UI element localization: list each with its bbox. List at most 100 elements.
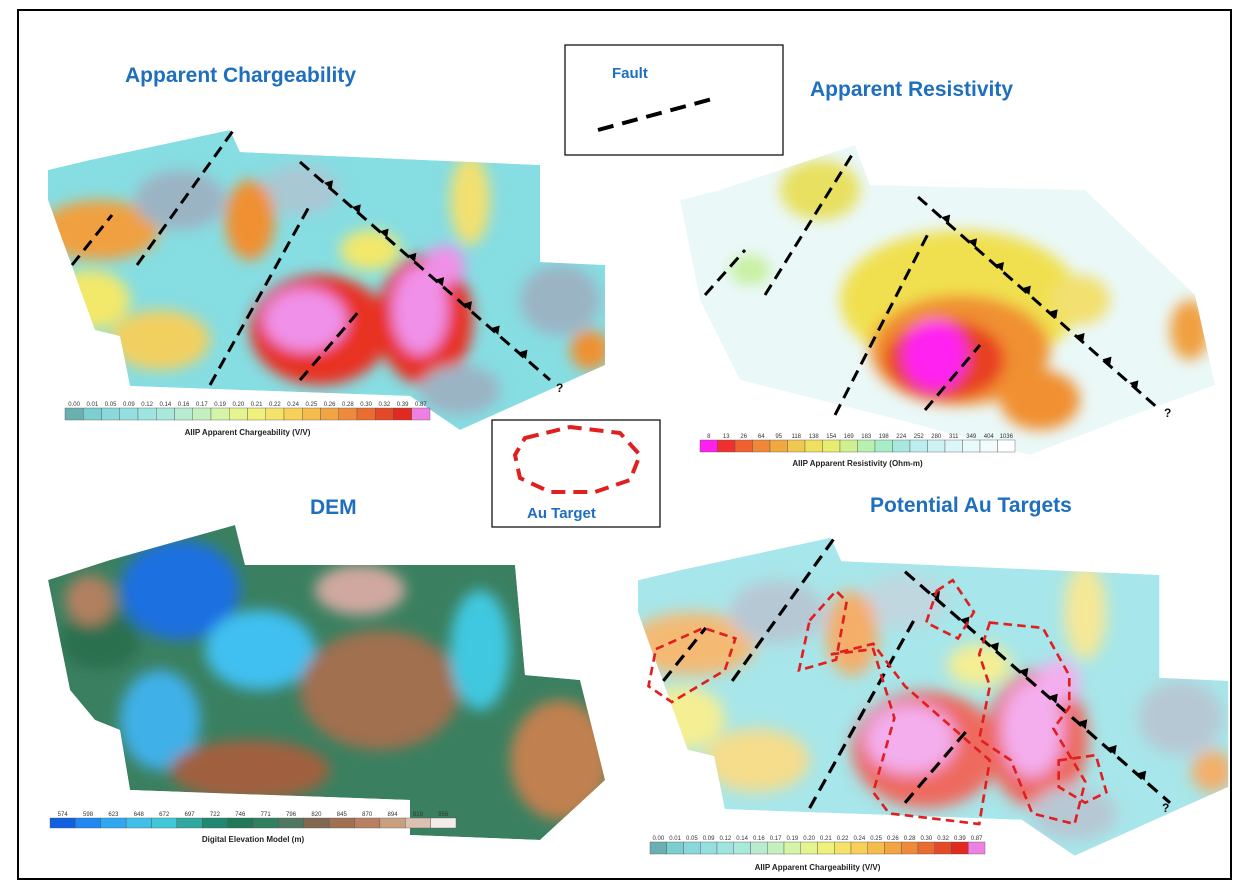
color-swatch bbox=[65, 408, 83, 420]
colorbar-tick-label: 0.17 bbox=[196, 402, 208, 408]
colorbar-tick-label: 820 bbox=[311, 812, 322, 818]
anomaly bbox=[450, 590, 510, 710]
colorbar-tick-label: 0.00 bbox=[653, 836, 665, 842]
colorbar-tick-label: 95 bbox=[775, 434, 782, 440]
colorbar-tick-label: 0.32 bbox=[937, 836, 949, 842]
color-swatch bbox=[998, 440, 1016, 452]
colorbar-tick-label: 648 bbox=[134, 812, 145, 818]
panel-title: Apparent Chargeability bbox=[125, 64, 356, 87]
colorbar-label: AIIP Apparent Resistivity (Ohm-m) bbox=[792, 459, 923, 468]
colorbar-tick-label: 0.24 bbox=[854, 836, 866, 842]
color-swatch bbox=[357, 408, 375, 420]
colorbar-tick-label: 746 bbox=[235, 812, 246, 818]
colorbar-tick-label: 0.39 bbox=[397, 402, 409, 408]
fault-end-label: ? bbox=[556, 381, 563, 395]
colorbar-tick-label: 0.21 bbox=[251, 402, 263, 408]
color-swatch bbox=[83, 408, 101, 420]
color-swatch bbox=[700, 440, 718, 452]
color-swatch bbox=[801, 842, 818, 854]
color-swatch bbox=[321, 408, 339, 420]
color-swatch bbox=[284, 408, 302, 420]
colorbar-tick-label: 0.22 bbox=[837, 836, 849, 842]
colorbar-tick-label: 0.28 bbox=[342, 402, 354, 408]
color-swatch bbox=[875, 440, 893, 452]
colorbar-tick-label: 697 bbox=[185, 812, 196, 818]
color-swatch bbox=[175, 408, 193, 420]
au-legend: Au Target bbox=[492, 420, 660, 527]
colorbar-tick-label: 0.16 bbox=[753, 836, 765, 842]
colorbar-tick-label: 0.01 bbox=[87, 402, 99, 408]
panel-title: DEM bbox=[310, 496, 357, 519]
colorbar-tick-label: 138 bbox=[809, 434, 820, 440]
color-swatch bbox=[278, 818, 303, 828]
colorbar-tick-label: 0.26 bbox=[887, 836, 899, 842]
colorbar-tick-label: 0.01 bbox=[669, 836, 681, 842]
color-swatch bbox=[885, 842, 902, 854]
color-swatch bbox=[138, 408, 156, 420]
fault-legend: Fault bbox=[565, 45, 783, 155]
color-swatch bbox=[858, 440, 876, 452]
color-swatch bbox=[152, 818, 177, 828]
color-swatch bbox=[248, 408, 266, 420]
colorbar-tick-label: 224 bbox=[896, 434, 907, 440]
anomaly bbox=[1138, 681, 1223, 755]
colorbar-tick-label: 574 bbox=[58, 812, 69, 818]
color-swatch bbox=[767, 842, 784, 854]
colorbar-tick-label: 0.12 bbox=[141, 402, 153, 408]
anomaly bbox=[225, 180, 275, 260]
color-swatch bbox=[753, 440, 771, 452]
color-swatch bbox=[868, 842, 885, 854]
colorbar-tick-label: 13 bbox=[723, 434, 730, 440]
fault-end-label: ? bbox=[1164, 406, 1171, 420]
color-swatch bbox=[339, 408, 357, 420]
color-swatch bbox=[805, 440, 823, 452]
colorbar-label: Digital Elevation Model (m) bbox=[202, 835, 305, 844]
colorbar-tick-label: 64 bbox=[758, 434, 765, 440]
panel-title: Potential Au Targets bbox=[870, 494, 1072, 517]
color-swatch bbox=[50, 818, 75, 828]
anomaly bbox=[903, 320, 967, 390]
color-swatch bbox=[963, 440, 981, 452]
anomaly bbox=[135, 170, 225, 230]
anomaly bbox=[420, 365, 500, 415]
anomaly bbox=[730, 580, 825, 644]
colorbar-tick-label: 0.17 bbox=[770, 836, 782, 842]
colorbar-tick-label: 311 bbox=[949, 434, 959, 440]
color-swatch bbox=[431, 818, 456, 828]
color-swatch bbox=[329, 818, 354, 828]
color-swatch bbox=[851, 842, 868, 854]
color-swatch bbox=[834, 842, 851, 854]
colorbar-tick-label: 0.26 bbox=[324, 402, 336, 408]
anomaly bbox=[1038, 660, 1080, 702]
colorbar-tick-label: 0.30 bbox=[360, 402, 372, 408]
anomaly bbox=[520, 265, 600, 335]
colorbar-tick-label: 0.32 bbox=[379, 402, 391, 408]
color-swatch bbox=[840, 440, 858, 452]
colorbar-tick-label: 0.14 bbox=[736, 836, 748, 842]
colorbar-tick-label: 0.28 bbox=[904, 836, 916, 842]
color-swatch bbox=[120, 408, 138, 420]
color-swatch bbox=[893, 440, 911, 452]
anomaly bbox=[826, 591, 879, 676]
colorbar-tick-label: 0.19 bbox=[787, 836, 799, 842]
colorbar-tick-label: 26 bbox=[740, 434, 747, 440]
colorbar-tick-label: 796 bbox=[286, 812, 297, 818]
colorbar-tick-label: 0.24 bbox=[287, 402, 299, 408]
anomaly bbox=[315, 565, 405, 615]
colorbar-tick-label: 0.21 bbox=[820, 836, 832, 842]
anomaly bbox=[947, 644, 1011, 686]
color-swatch bbox=[75, 818, 100, 828]
colorbar-tick-label: 0.00 bbox=[68, 402, 80, 408]
color-swatch bbox=[818, 842, 835, 854]
legend-label: Au Target bbox=[527, 505, 596, 522]
colorbar-tick-label: 154 bbox=[826, 434, 837, 440]
color-swatch bbox=[228, 818, 253, 828]
colorbar-tick-label: 404 bbox=[984, 434, 995, 440]
colorbar-tick-label: 183 bbox=[861, 434, 872, 440]
anomaly bbox=[65, 575, 115, 625]
color-swatch bbox=[918, 842, 935, 854]
colorbar-tick-label: 0.14 bbox=[160, 402, 172, 408]
color-swatch bbox=[735, 440, 753, 452]
anomaly bbox=[780, 160, 860, 220]
colorbar-tick-label: 280 bbox=[931, 434, 942, 440]
